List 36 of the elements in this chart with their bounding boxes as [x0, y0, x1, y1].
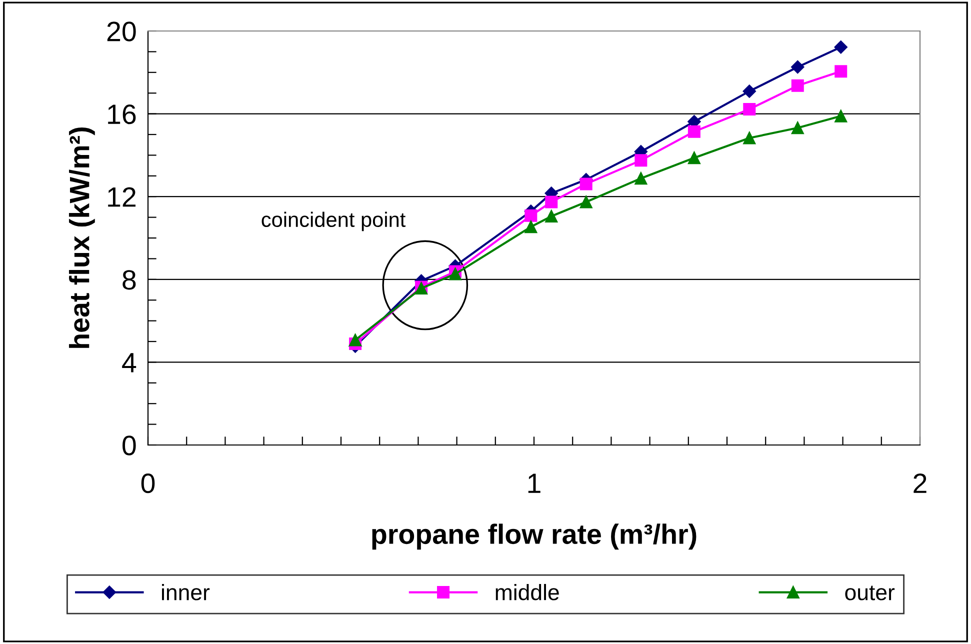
legend-label: middle	[496, 584, 559, 600]
legend-label: outer	[845, 586, 895, 600]
y-tick-label: 12	[108, 187, 136, 207]
point	[791, 122, 804, 134]
point	[834, 40, 848, 54]
x-tick-label: 1	[528, 474, 540, 493]
y-axis-title: heat flux (kW/m²)	[68, 127, 95, 348]
annotation: coincident point	[262, 212, 406, 232]
point	[834, 65, 848, 78]
point	[742, 84, 756, 98]
point	[834, 110, 848, 122]
point	[743, 132, 756, 144]
point	[580, 196, 592, 208]
y-tick-label: 0	[122, 436, 136, 456]
point	[545, 196, 558, 208]
point	[688, 152, 700, 164]
y-tick-label: 4	[122, 353, 136, 372]
point	[580, 178, 592, 190]
x-tick-label: 2	[914, 474, 926, 493]
point	[688, 125, 700, 138]
x-tick-label: 0	[141, 474, 155, 494]
point	[545, 210, 558, 223]
point	[791, 79, 804, 92]
point	[524, 209, 538, 222]
x-axis-title: propane flow rate (m³/hr)	[372, 524, 696, 550]
legend-label: inner	[162, 584, 210, 600]
point	[524, 220, 538, 234]
point	[743, 102, 756, 116]
y-tick-label: 16	[108, 104, 136, 124]
point	[449, 268, 462, 280]
point	[791, 60, 804, 74]
point	[349, 334, 362, 346]
point	[634, 154, 648, 167]
y-tick-label: 20	[107, 22, 136, 42]
y-tick-label: 8	[122, 270, 136, 290]
point	[634, 172, 648, 185]
